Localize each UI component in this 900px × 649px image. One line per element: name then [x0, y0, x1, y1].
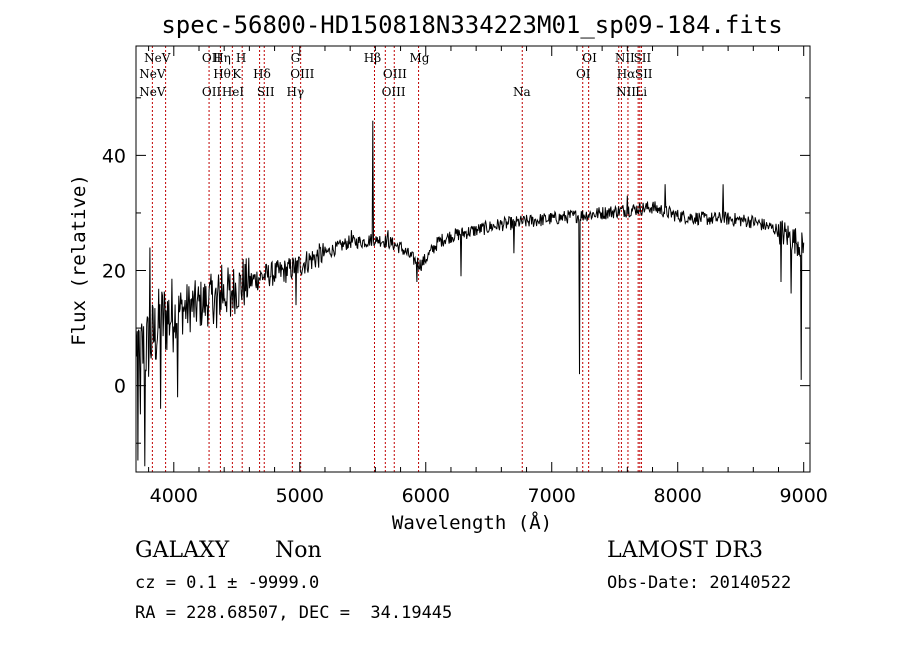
y-tick-label: 0 — [114, 376, 126, 398]
x-tick-label: 5000 — [276, 485, 324, 507]
line-label: NII — [615, 51, 635, 65]
line-label: Hη — [213, 51, 231, 65]
x-tick-label: 4000 — [150, 485, 198, 507]
line-label: Hβ — [364, 51, 381, 65]
y-tick-label: 20 — [102, 261, 126, 283]
survey-name: LAMOST DR3 — [607, 538, 763, 563]
y-axis-label: Flux (relative) — [68, 174, 90, 346]
line-label: SII — [257, 85, 275, 99]
coordinates: RA = 228.68507, DEC = 34.19445 — [135, 603, 453, 623]
line-label: OIII — [383, 67, 407, 81]
x-axis-label: Wavelength (Å) — [392, 511, 552, 534]
redshift-line: cz = 0.1 ± -9999.0 — [135, 573, 320, 593]
x-tick-label: 9000 — [780, 485, 828, 507]
line-label: OI — [576, 67, 591, 81]
line-label: Hγ — [287, 85, 305, 99]
emission-line-markers — [151, 46, 642, 472]
line-label: SII — [635, 67, 653, 81]
y-tick-label: 40 — [102, 145, 126, 167]
x-tick-label: 7000 — [528, 485, 576, 507]
line-label: NII — [616, 85, 636, 99]
line-label: Na — [513, 85, 531, 99]
line-label: OIII — [290, 67, 314, 81]
chart-title: spec-56800-HD150818N334223M01_sp09-184.f… — [161, 11, 782, 39]
line-label: Hθ — [213, 67, 231, 81]
line-label: OI — [582, 51, 597, 65]
object-subclass: Non — [275, 538, 322, 563]
line-label: SII — [634, 51, 652, 65]
line-label: K — [232, 67, 242, 81]
line-label: NeV — [139, 67, 166, 81]
line-label: Li — [635, 85, 647, 99]
obs-date: Obs-Date: 20140522 — [607, 573, 792, 593]
x-tick-label: 6000 — [402, 485, 450, 507]
object-class: GALAXY — [135, 538, 230, 563]
line-label: H — [236, 51, 246, 65]
line-label: Mg — [409, 51, 429, 65]
line-label: OIII — [382, 85, 406, 99]
line-label: Hδ — [253, 67, 271, 81]
line-label: Hα — [617, 67, 636, 81]
x-tick-label: 8000 — [654, 485, 702, 507]
spectrum-line — [135, 120, 805, 467]
axis-ticks — [136, 46, 810, 472]
plot-frame — [135, 45, 811, 473]
line-label: NeV — [144, 51, 171, 65]
line-label: HeI — [222, 85, 245, 99]
axis-tick-labels: 4000 5000 6000 7000 8000 9000 0 20 40 — [102, 145, 828, 507]
line-label: OII — [202, 85, 222, 99]
line-label: OII — [202, 51, 222, 65]
line-label: G — [291, 51, 301, 65]
line-label: NeV — [139, 85, 166, 99]
